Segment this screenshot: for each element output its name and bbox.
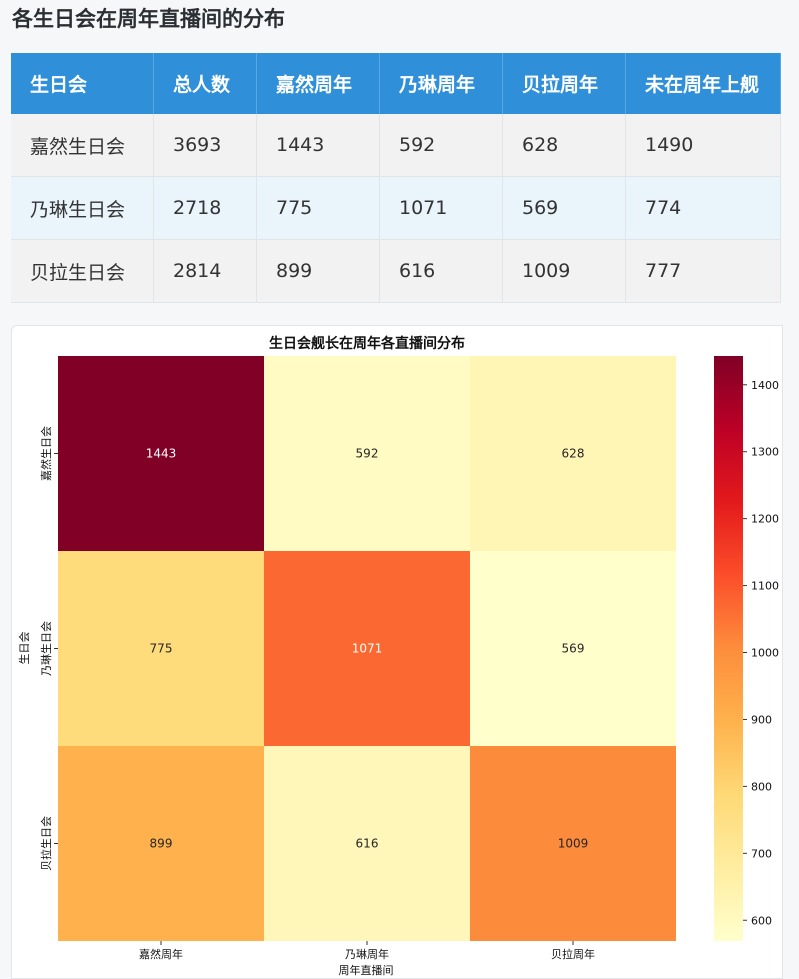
colorbar-tick-label: 1000: [751, 647, 779, 660]
table-cell: 899: [256, 239, 380, 303]
cell-value-label: 775: [150, 642, 173, 656]
table-row: 乃琳生日会 2718 775 1071 569 774: [11, 176, 781, 240]
y-tick-label: 贝拉生日会: [39, 816, 53, 871]
colorbar-tick-label: 700: [751, 847, 772, 860]
chart-title: 生日会舰长在周年各直播间分布: [269, 335, 465, 352]
table-cell: 3693: [153, 114, 257, 177]
cell-value-label: 1009: [558, 837, 589, 851]
table-header-cell: 总人数: [153, 53, 257, 114]
x-tick-label: 贝拉周年: [551, 947, 595, 961]
table-cell: 616: [379, 239, 503, 303]
table-cell: 2814: [153, 239, 257, 303]
heatmap-cell: [58, 746, 264, 941]
x-tick-label: 嘉然周年: [139, 947, 183, 961]
table-cell: 777: [625, 239, 781, 303]
cell-value-label: 628: [562, 447, 585, 461]
table-cell: 1071: [379, 176, 503, 240]
table-header-row: 生日会 总人数 嘉然周年 乃琳周年 贝拉周年 未在周年上舰: [11, 53, 781, 114]
heatmap-cell: [470, 551, 676, 746]
table-cell: 569: [502, 176, 626, 240]
heatmap-cell: [58, 551, 264, 746]
x-axis-label: 周年直播间: [339, 963, 394, 977]
cell-value-label: 569: [562, 642, 585, 656]
cell-value-label: 616: [356, 837, 379, 851]
page-title: 各生日会在周年直播间的分布: [12, 7, 285, 31]
table-row: 贝拉生日会 2814 899 616 1009 777: [11, 239, 781, 303]
table-cell: 1443: [256, 114, 380, 177]
heatmap-cell: [264, 551, 470, 746]
x-tick-label: 乃琳周年: [345, 947, 389, 961]
table-header-cell: 未在周年上舰: [625, 53, 781, 114]
table-cell: 贝拉生日会: [11, 239, 154, 303]
table-header-cell: 乃琳周年: [379, 53, 503, 114]
heatmap-cell: [470, 746, 676, 941]
table-cell: 775: [256, 176, 380, 240]
summary-table: 生日会 总人数 嘉然周年 乃琳周年 贝拉周年 未在周年上舰 嘉然生日会 3693…: [11, 53, 781, 303]
colorbar-tick-label: 800: [751, 780, 772, 793]
y-axis-label: 生日会: [17, 632, 31, 665]
colorbar-tick-label: 1400: [751, 379, 779, 392]
colorbar-tick-label: 900: [751, 713, 772, 726]
cell-value-label: 1071: [352, 642, 383, 656]
table-cell: 乃琳生日会: [11, 176, 154, 240]
table-cell: 592: [379, 114, 503, 177]
cell-value-label: 592: [356, 447, 379, 461]
colorbar-tick-label: 1200: [751, 513, 779, 526]
table-row: 嘉然生日会 3693 1443 592 628 1490: [11, 114, 781, 177]
table-cell: 774: [625, 176, 781, 240]
y-tick-label: 乃琳生日会: [39, 621, 53, 676]
table-header-cell: 嘉然周年: [256, 53, 380, 114]
table-cell: 嘉然生日会: [11, 114, 154, 177]
heatmap-cell: [264, 746, 470, 941]
heatmap-card: 生日会舰长在周年各直播间分布 1443 592 628 775 1071 569 899 61…: [11, 325, 783, 979]
colorbar-tick-label: 1300: [751, 446, 779, 459]
table-header-cell: 生日会: [11, 53, 154, 114]
colorbar: [714, 356, 743, 941]
heatmap-chart: 生日会舰长在周年各直播间分布 1443 592 628 775 1071 569 899 61…: [17, 335, 779, 977]
colorbar-tick-label: 1100: [751, 580, 779, 593]
colorbar-tick-label: 600: [751, 914, 772, 927]
cell-value-label: 899: [150, 837, 173, 851]
heatmap-cell: [58, 356, 264, 551]
heatmap-cell: [264, 356, 470, 551]
cell-value-label: 1443: [146, 447, 177, 461]
y-tick-label: 嘉然生日会: [39, 426, 53, 481]
table-cell: 1009: [502, 239, 626, 303]
table-cell: 1490: [625, 114, 781, 177]
heatmap-cell: [470, 356, 676, 551]
table-header-cell: 贝拉周年: [502, 53, 626, 114]
table-cell: 628: [502, 114, 626, 177]
table-cell: 2718: [153, 176, 257, 240]
